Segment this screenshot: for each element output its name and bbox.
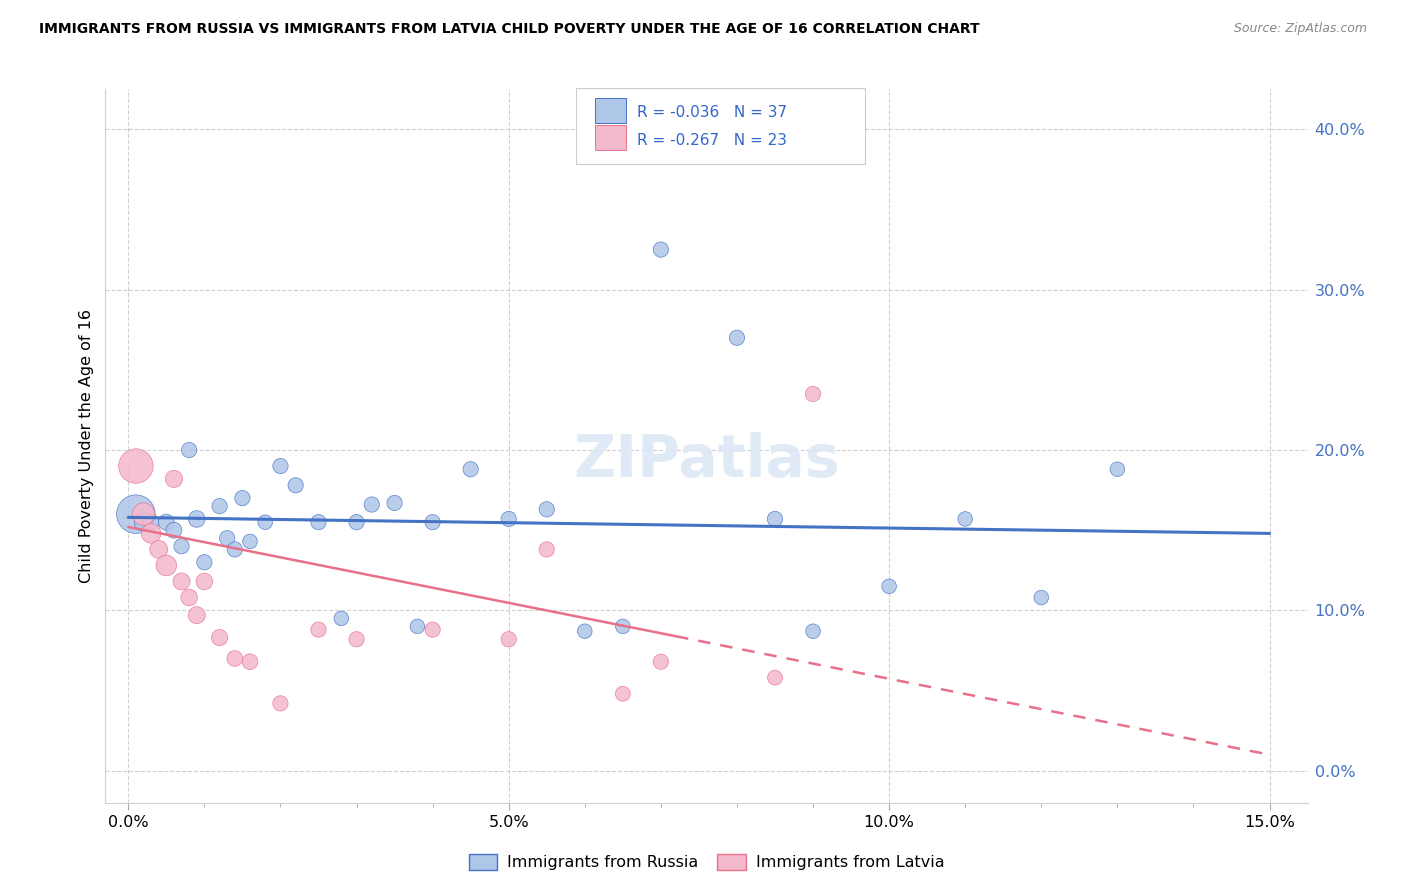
Text: ZIPatlas: ZIPatlas: [574, 432, 839, 489]
Point: [132, 515, 155, 529]
Point: [460, 462, 482, 476]
Point: [125, 507, 148, 521]
Point: [170, 574, 193, 589]
Point: [360, 498, 382, 512]
Point: [953, 512, 976, 526]
Point: [330, 611, 353, 625]
Point: [163, 472, 186, 486]
Point: [239, 534, 262, 549]
Point: [239, 655, 262, 669]
Point: [193, 555, 215, 569]
Point: [139, 526, 162, 541]
Point: [1107, 462, 1129, 476]
Point: [186, 512, 208, 526]
Point: [650, 243, 672, 257]
Point: [155, 558, 177, 573]
Point: [139, 515, 162, 529]
Point: [801, 624, 824, 639]
Point: [406, 619, 429, 633]
Text: R = -0.036   N = 37: R = -0.036 N = 37: [637, 105, 787, 120]
Point: [231, 491, 253, 505]
Point: [224, 542, 246, 557]
Point: [650, 655, 672, 669]
Point: [346, 515, 368, 529]
Point: [193, 574, 215, 589]
Legend: Immigrants from Russia, Immigrants from Latvia: Immigrants from Russia, Immigrants from …: [463, 847, 950, 877]
Point: [612, 619, 634, 633]
Point: [498, 632, 520, 647]
Point: [155, 515, 177, 529]
Point: [186, 608, 208, 623]
Point: [498, 512, 520, 526]
Point: [308, 515, 330, 529]
Point: [254, 515, 277, 529]
Point: [308, 623, 330, 637]
Text: IMMIGRANTS FROM RUSSIA VS IMMIGRANTS FROM LATVIA CHILD POVERTY UNDER THE AGE OF : IMMIGRANTS FROM RUSSIA VS IMMIGRANTS FRO…: [39, 22, 980, 37]
Y-axis label: Child Poverty Under the Age of 16: Child Poverty Under the Age of 16: [79, 309, 94, 583]
Point: [269, 697, 291, 711]
Point: [801, 387, 824, 401]
Point: [763, 671, 786, 685]
Point: [208, 499, 231, 513]
Point: [346, 632, 368, 647]
Point: [422, 515, 444, 529]
Point: [284, 478, 307, 492]
Point: [163, 523, 186, 537]
Point: [536, 542, 558, 557]
Point: [877, 579, 900, 593]
Point: [148, 542, 170, 557]
Point: [179, 442, 201, 457]
Text: Source: ZipAtlas.com: Source: ZipAtlas.com: [1233, 22, 1367, 36]
Text: R = -0.267   N = 23: R = -0.267 N = 23: [637, 133, 787, 147]
Point: [1031, 591, 1053, 605]
Point: [208, 631, 231, 645]
Point: [132, 507, 155, 521]
Point: [574, 624, 596, 639]
Point: [125, 458, 148, 473]
Point: [422, 623, 444, 637]
Point: [269, 458, 291, 473]
Point: [170, 539, 193, 553]
Point: [725, 331, 748, 345]
Point: [179, 591, 201, 605]
Point: [612, 687, 634, 701]
Point: [224, 651, 246, 665]
Point: [763, 512, 786, 526]
Point: [536, 502, 558, 516]
Point: [384, 496, 406, 510]
Point: [217, 531, 239, 545]
